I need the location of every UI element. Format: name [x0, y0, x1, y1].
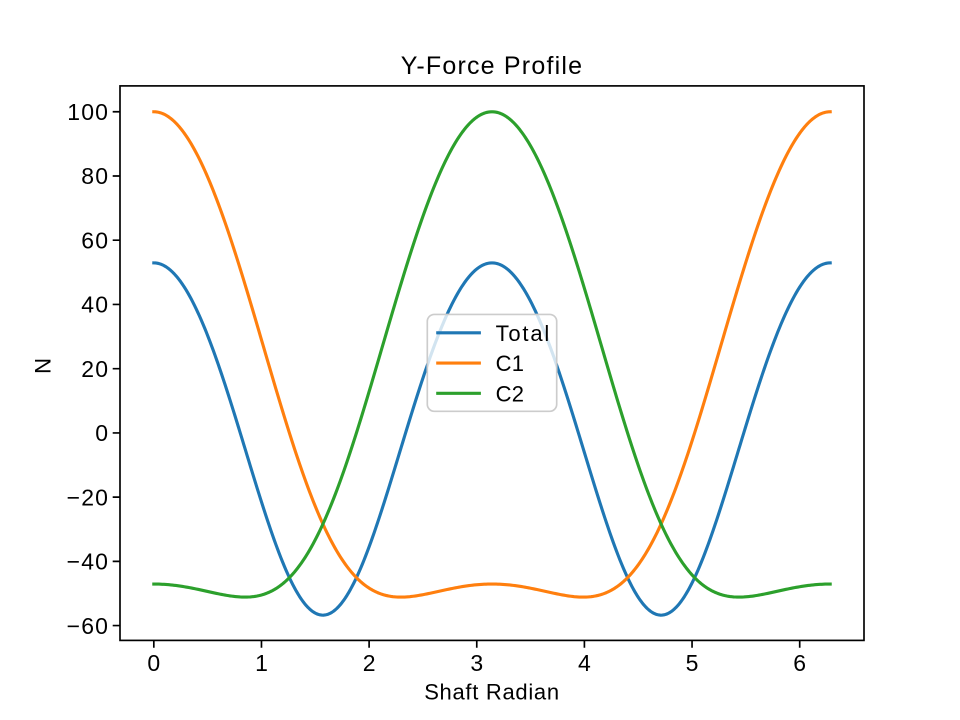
svg-text:Y-Force Profile: Y-Force Profile: [401, 52, 583, 80]
svg-text:1: 1: [255, 650, 268, 676]
svg-text:2: 2: [363, 650, 376, 676]
svg-text:−60: −60: [67, 613, 110, 639]
svg-text:Total: Total: [496, 321, 551, 346]
svg-text:0: 0: [95, 420, 109, 446]
svg-text:100: 100: [67, 99, 109, 125]
svg-text:C1: C1: [496, 351, 525, 376]
svg-text:−20: −20: [67, 484, 110, 510]
svg-text:0: 0: [147, 650, 160, 676]
svg-text:5: 5: [686, 650, 699, 676]
svg-text:60: 60: [81, 227, 109, 253]
svg-text:80: 80: [81, 163, 109, 189]
svg-text:40: 40: [81, 292, 109, 318]
svg-text:6: 6: [793, 650, 806, 676]
svg-text:20: 20: [81, 356, 109, 382]
svg-text:4: 4: [578, 650, 591, 676]
svg-text:3: 3: [470, 650, 483, 676]
svg-text:Shaft Radian: Shaft Radian: [424, 680, 560, 705]
svg-text:−40: −40: [67, 549, 110, 575]
svg-text:N: N: [31, 358, 56, 374]
svg-text:C2: C2: [496, 381, 525, 406]
